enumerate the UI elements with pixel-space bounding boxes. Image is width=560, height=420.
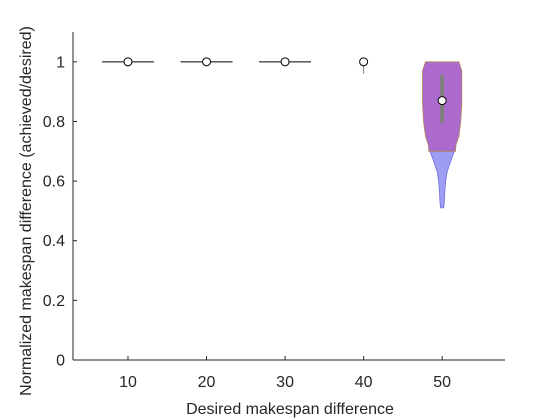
axes: 0 0.2 0.4 0.6 0.8 1 10 20 30 40 50	[43, 32, 505, 391]
x-tick-label-20: 20	[198, 374, 216, 391]
x-tick-label-30: 30	[276, 374, 294, 391]
median-marker-40	[359, 57, 369, 67]
median-marker-20	[202, 57, 212, 67]
median-marker-50	[437, 96, 447, 106]
x-axis-label: Desired makespan difference	[186, 401, 394, 418]
y-tick-label-1: 1	[56, 54, 65, 71]
y-tick-label-0: 0	[56, 353, 65, 370]
y-tick-label-0.8: 0.8	[43, 114, 65, 131]
x-tick-label-10: 10	[119, 374, 137, 391]
median-marker-30	[280, 57, 290, 67]
median-marker-10	[123, 57, 133, 67]
y-tick-label-0.2: 0.2	[43, 293, 65, 310]
y-axis-label: Normalized makespan difference (achieved…	[18, 26, 35, 396]
violin-lower-half	[429, 150, 455, 209]
plot-area	[101, 57, 463, 209]
x-tick-label-50: 50	[433, 374, 451, 391]
y-tick-label-0.6: 0.6	[43, 174, 65, 191]
x-tick-label-40: 40	[355, 374, 373, 391]
y-tick-label-0.4: 0.4	[43, 233, 65, 250]
